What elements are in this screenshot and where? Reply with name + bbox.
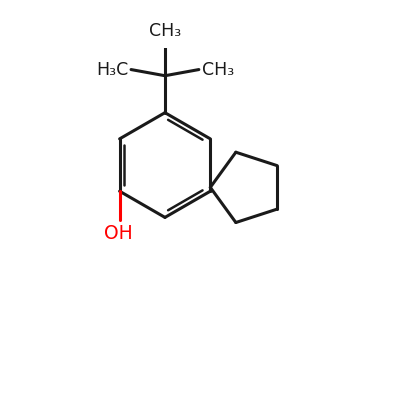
Text: H₃C: H₃C	[96, 60, 128, 78]
Text: CH₃: CH₃	[202, 60, 234, 78]
Text: OH: OH	[104, 224, 132, 242]
Text: CH₃: CH₃	[149, 22, 181, 40]
